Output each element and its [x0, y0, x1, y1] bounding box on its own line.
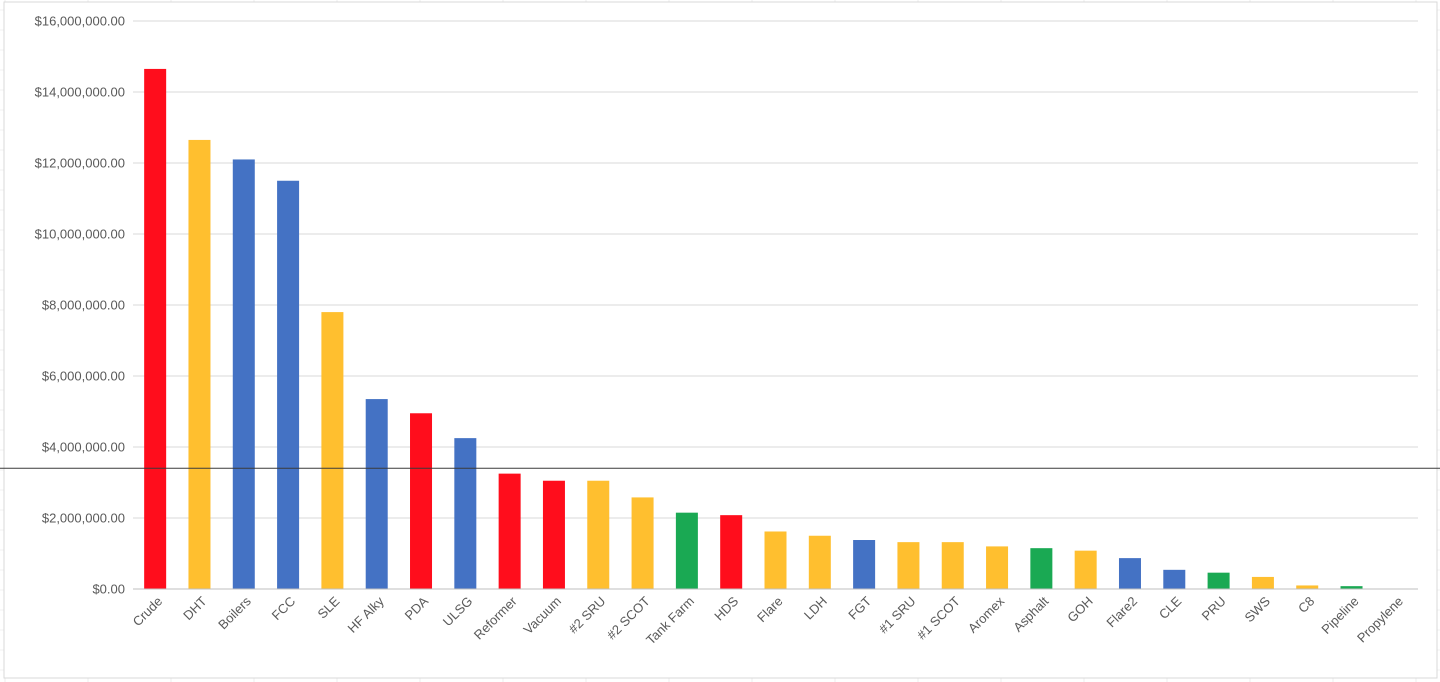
y-tick-label: $6,000,000.00 [42, 369, 125, 384]
y-tick-label: $14,000,000.00 [35, 85, 125, 100]
y-tick-label: $0.00 [92, 582, 125, 597]
bar[interactable] [542, 480, 565, 589]
bar[interactable] [232, 159, 255, 589]
bar[interactable] [454, 438, 477, 590]
bar[interactable] [1296, 585, 1319, 589]
bar[interactable] [365, 399, 388, 589]
bar[interactable] [986, 546, 1009, 589]
bar[interactable] [675, 512, 698, 589]
bar[interactable] [587, 480, 610, 589]
bar[interactable] [1207, 572, 1230, 589]
bar[interactable] [1163, 569, 1186, 589]
y-tick-label: $16,000,000.00 [35, 14, 125, 29]
bar[interactable] [144, 68, 167, 590]
bar[interactable] [897, 542, 920, 589]
bar[interactable] [498, 473, 521, 590]
bar[interactable] [1074, 550, 1097, 589]
bar[interactable] [188, 139, 211, 589]
y-tick-label: $12,000,000.00 [35, 156, 125, 171]
y-tick-label: $10,000,000.00 [35, 227, 125, 242]
bar[interactable] [277, 180, 300, 589]
bar[interactable] [808, 535, 831, 589]
bar[interactable] [1118, 558, 1141, 589]
bar[interactable] [764, 531, 787, 589]
bar[interactable] [1340, 586, 1363, 589]
bar[interactable] [410, 413, 433, 589]
bar[interactable] [321, 312, 344, 589]
bar[interactable] [720, 515, 743, 589]
bar[interactable] [1251, 576, 1274, 589]
bar[interactable] [941, 542, 964, 589]
bar[interactable] [853, 540, 876, 589]
y-tick-label: $8,000,000.00 [42, 298, 125, 313]
bar[interactable] [631, 497, 654, 589]
y-tick-label: $2,000,000.00 [42, 511, 125, 526]
y-tick-label: $4,000,000.00 [42, 440, 125, 455]
bar[interactable] [1030, 548, 1053, 589]
